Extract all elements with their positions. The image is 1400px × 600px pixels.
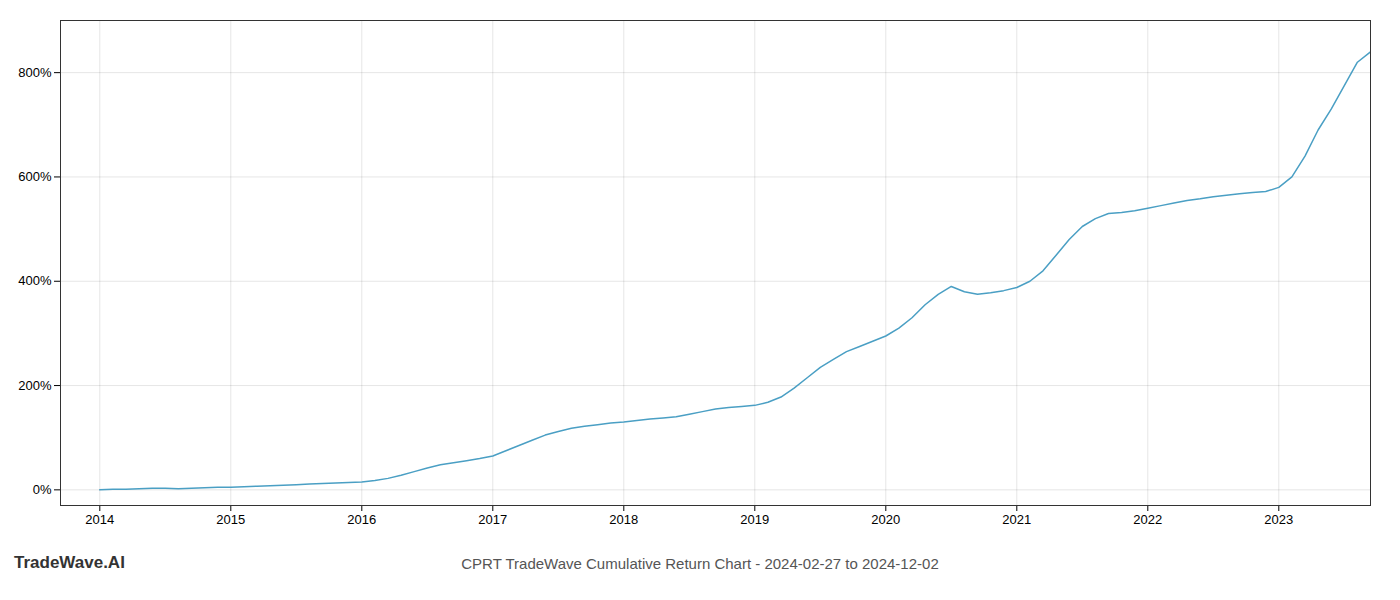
svg-text:2022: 2022 [1133, 512, 1162, 527]
svg-text:2021: 2021 [1002, 512, 1031, 527]
svg-text:600%: 600% [18, 169, 52, 184]
svg-text:2019: 2019 [740, 512, 769, 527]
svg-text:2016: 2016 [347, 512, 376, 527]
svg-text:2017: 2017 [478, 512, 507, 527]
svg-text:800%: 800% [18, 65, 52, 80]
svg-text:200%: 200% [18, 378, 52, 393]
svg-text:0%: 0% [33, 482, 52, 497]
svg-text:400%: 400% [18, 273, 52, 288]
html-text:CPRT TradeWave Cumulative Retu: CPRT TradeWave Cumulative Return Chart -… [461, 555, 939, 572]
svg-text:2015: 2015 [216, 512, 245, 527]
svg-text:2023: 2023 [1264, 512, 1293, 527]
svg-text:2018: 2018 [609, 512, 638, 527]
html-text:TradeWave.AI: TradeWave.AI [14, 553, 125, 572]
svg-text:2020: 2020 [871, 512, 900, 527]
svg-text:2014: 2014 [85, 512, 114, 527]
